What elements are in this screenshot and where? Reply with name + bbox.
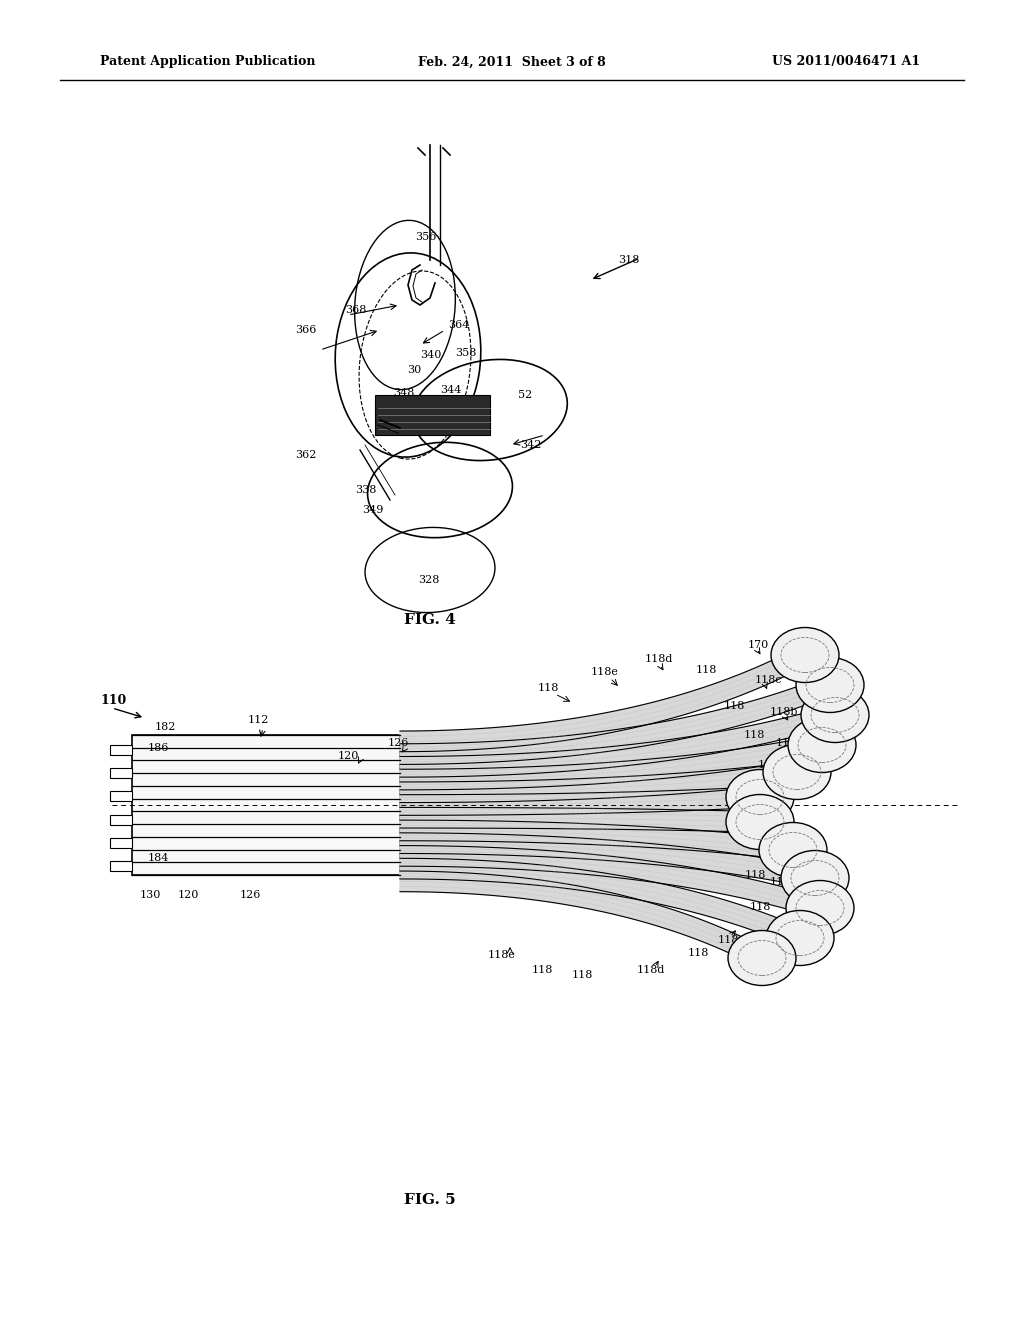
Text: 364: 364: [449, 319, 469, 330]
Text: 118d: 118d: [645, 653, 674, 664]
Text: 120: 120: [178, 890, 200, 900]
Text: 184: 184: [148, 853, 169, 863]
Ellipse shape: [759, 822, 827, 878]
Text: 120: 120: [338, 751, 359, 762]
Text: 52: 52: [518, 389, 532, 400]
Text: 118b: 118b: [770, 876, 799, 887]
Polygon shape: [400, 675, 833, 764]
Ellipse shape: [726, 770, 794, 825]
Bar: [110, 768, 132, 777]
Text: 344: 344: [440, 385, 462, 395]
Text: 118c: 118c: [755, 675, 782, 685]
Text: 118: 118: [758, 760, 779, 770]
Text: 338: 338: [355, 484, 377, 495]
Text: 118d: 118d: [637, 965, 666, 975]
Text: 118: 118: [745, 870, 766, 880]
Text: 126: 126: [388, 738, 410, 748]
Text: 186: 186: [740, 797, 762, 807]
Ellipse shape: [786, 880, 854, 936]
Bar: [110, 744, 132, 755]
Text: 170: 170: [748, 640, 769, 649]
Polygon shape: [400, 705, 837, 777]
Text: 118e: 118e: [488, 950, 516, 960]
Text: US 2011/0046471 A1: US 2011/0046471 A1: [772, 55, 920, 69]
Text: 30: 30: [407, 366, 421, 375]
Text: 356: 356: [415, 232, 436, 242]
Ellipse shape: [781, 850, 849, 906]
Text: 118: 118: [744, 730, 765, 741]
Polygon shape: [400, 645, 808, 751]
Polygon shape: [400, 820, 794, 861]
Bar: [110, 814, 132, 825]
Ellipse shape: [766, 911, 834, 965]
Polygon shape: [400, 858, 803, 948]
Text: 358: 358: [455, 348, 476, 358]
Text: 118: 118: [724, 701, 745, 711]
Text: FIG. 4: FIG. 4: [404, 612, 456, 627]
Text: 186: 186: [148, 743, 169, 752]
Text: 118c: 118c: [718, 935, 745, 945]
Text: 362: 362: [295, 450, 316, 459]
Text: Patent Application Publication: Patent Application Publication: [100, 55, 315, 69]
Polygon shape: [400, 846, 822, 917]
Text: 118: 118: [750, 902, 771, 912]
Polygon shape: [400, 787, 761, 816]
Text: 118: 118: [758, 836, 779, 845]
Text: Feb. 24, 2011  Sheet 3 of 8: Feb. 24, 2011 Sheet 3 of 8: [418, 55, 606, 69]
Ellipse shape: [728, 931, 796, 986]
Ellipse shape: [788, 718, 856, 772]
Text: 348: 348: [393, 388, 415, 399]
Text: 366: 366: [295, 325, 316, 335]
Text: 349: 349: [362, 506, 383, 515]
Text: 110: 110: [100, 693, 126, 706]
Text: 118: 118: [688, 948, 710, 958]
Text: 118a: 118a: [776, 738, 804, 748]
Text: 112: 112: [248, 715, 269, 725]
Bar: [375, 395, 490, 436]
Polygon shape: [400, 735, 823, 789]
Polygon shape: [400, 808, 760, 833]
Text: 118a: 118a: [776, 846, 804, 855]
Bar: [132, 735, 400, 875]
Text: 126: 126: [240, 890, 261, 900]
Polygon shape: [400, 833, 816, 888]
Polygon shape: [400, 762, 798, 803]
Text: 130: 130: [140, 890, 162, 900]
Text: 342: 342: [520, 440, 542, 450]
Bar: [110, 791, 132, 801]
Bar: [110, 838, 132, 847]
Ellipse shape: [726, 795, 794, 850]
Text: 340: 340: [420, 350, 441, 360]
Polygon shape: [400, 871, 765, 968]
Text: 118: 118: [538, 682, 559, 693]
Ellipse shape: [801, 688, 869, 742]
Text: 318: 318: [618, 255, 639, 265]
Text: FIG. 5: FIG. 5: [404, 1193, 456, 1206]
Ellipse shape: [771, 627, 839, 682]
Text: 328: 328: [418, 576, 439, 585]
Text: 182: 182: [155, 722, 176, 733]
Ellipse shape: [763, 744, 831, 800]
Text: 118e: 118e: [591, 667, 618, 677]
Text: 118: 118: [696, 665, 718, 675]
Ellipse shape: [796, 657, 864, 713]
Text: 368: 368: [345, 305, 367, 315]
Text: 118: 118: [571, 970, 593, 979]
Text: 118: 118: [531, 965, 553, 975]
Bar: [110, 862, 132, 871]
Text: 118b: 118b: [770, 708, 799, 717]
